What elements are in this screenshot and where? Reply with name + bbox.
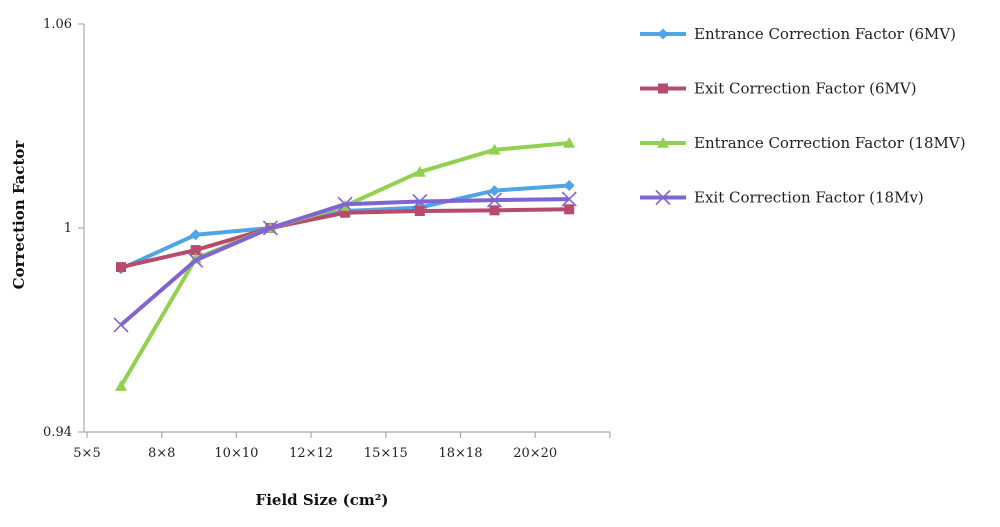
data-point: [188, 252, 204, 268]
series-layer: [113, 137, 577, 391]
x-tick-label: 18×18: [439, 446, 483, 461]
data-point: [337, 196, 353, 212]
legend-marker: [658, 83, 668, 94]
data-point: [563, 180, 575, 191]
data-point: [486, 192, 503, 208]
x-tick-label: 20×20: [513, 446, 557, 461]
data-point: [489, 205, 500, 216]
data-point: [116, 262, 126, 273]
data-point: [412, 193, 428, 210]
data-point: [489, 185, 500, 197]
x-tick-label: 8×8: [148, 446, 175, 461]
data-point: [113, 317, 129, 333]
legend-marker: [657, 137, 669, 148]
series-1: [115, 180, 575, 275]
legend-item: Entrance Correction Factor (18MV): [640, 134, 966, 152]
legend-label: Entrance Correction Factor (6MV): [694, 25, 956, 43]
series-line: [120, 183, 570, 271]
legend-item: Exit Correction Factor (6MV): [640, 80, 917, 98]
x-axis-title: Field Size (cm²): [256, 491, 389, 509]
series-line: [119, 197, 570, 327]
data-point: [115, 380, 127, 391]
y-axis-title: Correction Factor: [10, 140, 28, 290]
data-point: [488, 143, 501, 155]
legend-label: Entrance Correction Factor (18MV): [694, 134, 966, 152]
data-point: [414, 206, 425, 216]
legend-item: Exit Correction Factor (18Mv): [640, 189, 924, 207]
legend-marker: [657, 28, 669, 40]
data-point: [340, 207, 351, 218]
x-ticks: 5×5 8×8 10×10 12×12 15×15 18×18 20×20: [73, 432, 611, 461]
data-point: [190, 245, 201, 256]
data-point: [561, 191, 577, 207]
data-point: [190, 229, 202, 241]
x-tick-label: 5×5: [73, 446, 100, 461]
legend-item: Entrance Correction Factor (6MV): [640, 25, 956, 43]
data-point: [262, 220, 278, 236]
y-tick-label: 0.94: [43, 425, 72, 440]
x-tick-label: 10×10: [214, 446, 258, 461]
y-ticks: 0.94 1 1.06: [43, 17, 84, 440]
y-tick-label: 1: [64, 221, 72, 236]
legend: Entrance Correction Factor (6MV) Exit Cor…: [640, 25, 966, 207]
series-3: [115, 137, 576, 391]
series-4: [113, 191, 577, 333]
axes: [83, 24, 610, 433]
data-point: [413, 165, 426, 177]
x-tick-label: 12×12: [289, 446, 333, 461]
data-point: [563, 137, 576, 148]
legend-label: Exit Correction Factor (6MV): [694, 80, 917, 98]
x-tick-label: 15×15: [364, 446, 408, 461]
legend-label: Exit Correction Factor (18Mv): [694, 189, 924, 207]
legend-marker: [655, 189, 671, 206]
y-tick-label: 1.06: [43, 17, 72, 32]
data-point: [564, 204, 575, 215]
